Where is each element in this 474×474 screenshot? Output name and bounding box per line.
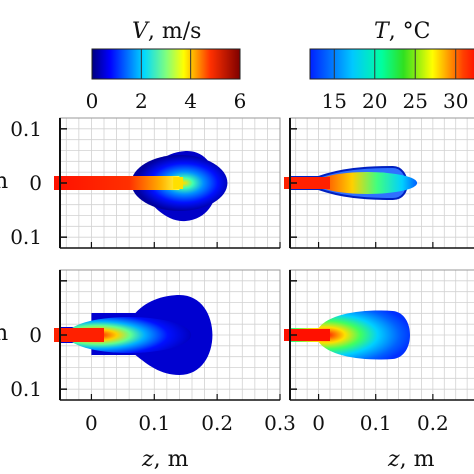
temperature-colorbar-tick-label: 25 — [403, 89, 428, 113]
temperature-plume — [317, 172, 418, 194]
temperature-colorbar-tick-label: 30 — [443, 89, 468, 113]
y-tick-label: 0.1 — [10, 377, 42, 401]
y-tick-label: 0.1 — [10, 117, 42, 141]
heatmap-panel-bottom-right: 0 0.1 0.2 — [284, 269, 474, 435]
x-tick-label: 0.1 — [138, 411, 170, 435]
velocity-colorbar-title: V, m/s — [132, 19, 201, 44]
ylabel-fragment-top: n — [0, 169, 8, 194]
jet-stream — [54, 176, 180, 190]
temperature-colorbar-title: T, °C — [374, 19, 431, 44]
velocity-colorbar-tick-label: 6 — [234, 89, 247, 113]
field-V — [54, 150, 228, 222]
temperature-colorbar: T, °C 15 20 25 30 — [309, 19, 474, 113]
y-tick-label: 0.1 — [10, 225, 42, 249]
y-tick-label: 0 — [29, 171, 42, 195]
velocity-colorbar-tick-label: 4 — [184, 89, 197, 113]
temperature-colorbar-tick-label: 20 — [362, 89, 387, 113]
xlabel-right: z, m — [387, 447, 435, 472]
xlabel-left: z, m — [141, 447, 189, 472]
ylabel-fragment-bottom: n — [0, 321, 8, 346]
y-tick-label: 0 — [29, 323, 42, 347]
velocity-colorbar-tick-label: 2 — [135, 89, 148, 113]
jet-stream — [284, 329, 330, 341]
jet-stream — [284, 177, 330, 189]
x-tick-label: 0.2 — [201, 411, 233, 435]
velocity-colorbar-gradient — [91, 48, 241, 80]
x-tick-label: 0.1 — [360, 411, 392, 435]
x-tick-label: 0.2 — [417, 411, 449, 435]
x-tick-label: 0 — [312, 411, 325, 435]
grid — [290, 118, 474, 248]
velocity-region-core — [67, 317, 192, 353]
field-T — [284, 310, 410, 360]
heatmap-panel-top-right — [284, 117, 474, 249]
field-T — [284, 165, 418, 201]
x-tick-label: 0 — [85, 411, 98, 435]
x-tick-label: 0.3 — [264, 411, 296, 435]
jet-stream — [54, 328, 104, 342]
temperature-colorbar-gradient — [309, 48, 474, 80]
jet-tip — [173, 177, 184, 189]
velocity-colorbar: V, m/s 0 2 4 6 — [86, 19, 247, 113]
heatmap-panel-bottom-left: 0 0.1 0 0.1 0.2 0.3 — [10, 269, 296, 435]
velocity-colorbar-tick-label: 0 — [86, 89, 99, 113]
temperature-colorbar-tick-label: 15 — [322, 89, 347, 113]
temperature-region — [290, 310, 410, 360]
heatmap-panel-top-left: 0.1 0 0.1 — [10, 117, 281, 249]
field-V — [54, 295, 213, 375]
